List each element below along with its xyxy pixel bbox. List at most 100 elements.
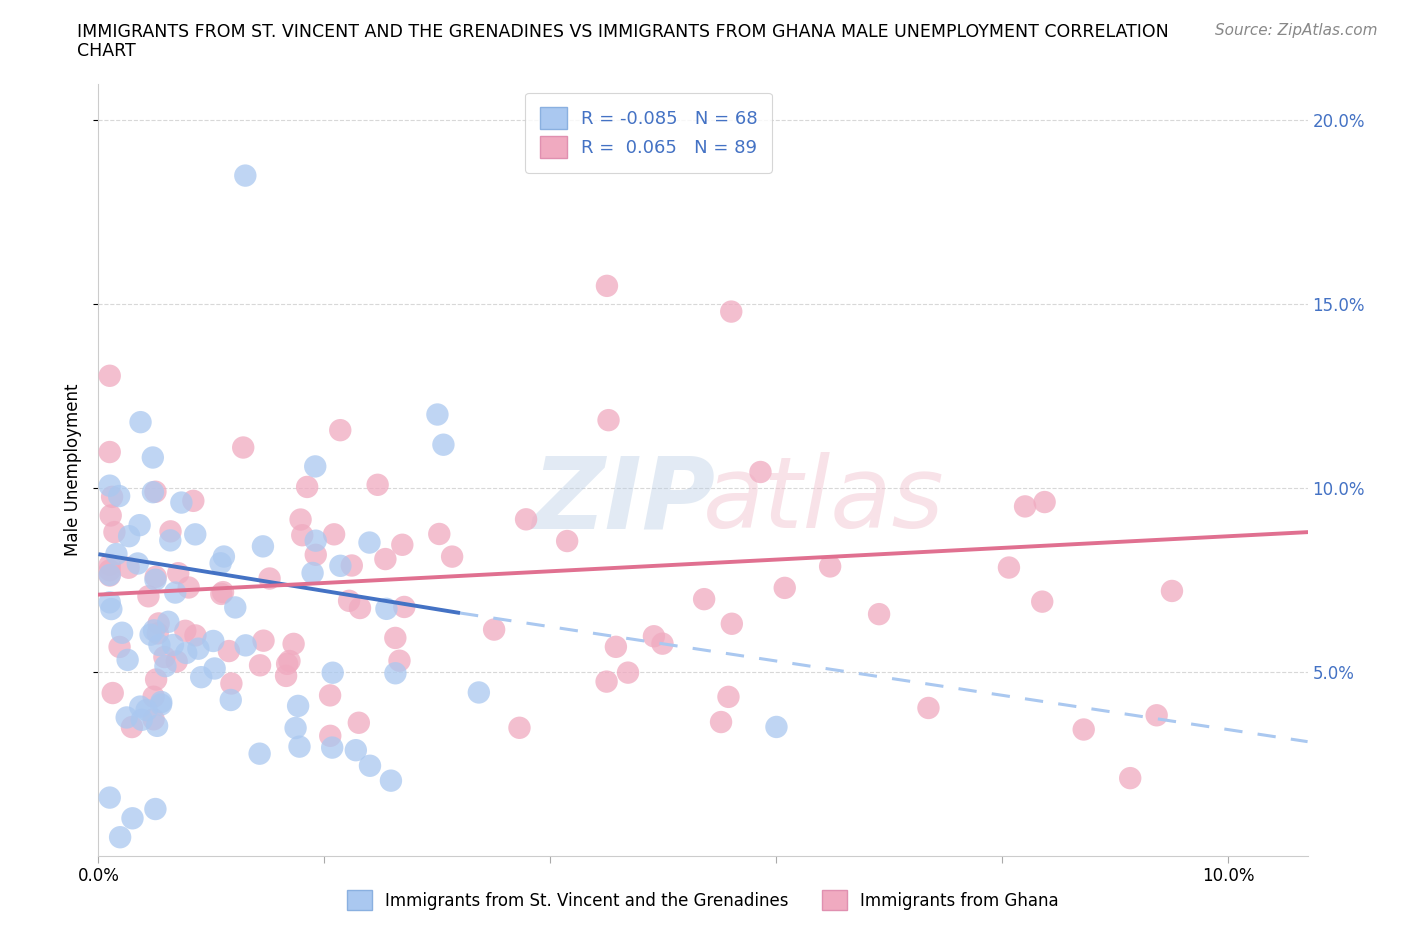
Point [98, 368, 121, 383]
Point [184, 527, 207, 542]
Point [252, 538, 274, 553]
Point [643, 629, 665, 644]
Point [165, 585, 187, 600]
Point [301, 565, 323, 580]
Point [101, 685, 124, 700]
Point [374, 551, 396, 566]
Point [391, 538, 413, 552]
Point [304, 459, 326, 474]
Point [249, 746, 271, 761]
Point [117, 560, 139, 575]
Point [305, 533, 328, 548]
Point [103, 525, 125, 539]
Point [1119, 771, 1142, 786]
Point [773, 580, 796, 595]
Point [274, 669, 297, 684]
Point [142, 689, 165, 704]
Point [426, 407, 449, 422]
Point [146, 718, 169, 733]
Point [142, 485, 165, 499]
Point [441, 550, 464, 565]
Point [174, 623, 197, 638]
Point [290, 512, 312, 527]
Point [598, 413, 620, 428]
Point [232, 440, 254, 455]
Point [157, 615, 180, 630]
Point [209, 587, 232, 602]
Point [127, 556, 149, 571]
Point [139, 627, 162, 642]
Point [917, 700, 939, 715]
Point [818, 559, 841, 574]
Point [153, 650, 176, 665]
Point [183, 494, 205, 509]
Point [166, 654, 188, 669]
Point [121, 720, 143, 735]
Point [146, 626, 169, 641]
Point [1014, 499, 1036, 514]
Point [98, 568, 121, 583]
Point [710, 714, 733, 729]
Point [284, 721, 307, 736]
Point [287, 698, 309, 713]
Point [1161, 583, 1184, 598]
Point [359, 758, 381, 773]
Point [329, 423, 352, 438]
Point [162, 638, 184, 653]
Text: IMMIGRANTS FROM ST. VINCENT AND THE GRENADINES VS IMMIGRANTS FROM GHANA MALE UNE: IMMIGRANTS FROM ST. VINCENT AND THE GREN… [77, 23, 1168, 41]
Point [720, 304, 742, 319]
Point [617, 665, 640, 680]
Point [98, 558, 121, 573]
Point [555, 534, 578, 549]
Point [190, 670, 212, 684]
Point [170, 495, 193, 510]
Point [1031, 594, 1053, 609]
Point [321, 740, 343, 755]
Point [329, 558, 352, 573]
Point [159, 533, 181, 548]
Point [142, 450, 165, 465]
Point [427, 526, 450, 541]
Point [212, 549, 235, 564]
Point [482, 622, 505, 637]
Point [100, 508, 122, 523]
Point [388, 653, 411, 668]
Point [145, 672, 167, 687]
Point [252, 633, 274, 648]
Point [202, 633, 225, 648]
Point [184, 628, 207, 643]
Point [765, 720, 787, 735]
Point [295, 480, 318, 495]
Point [118, 529, 141, 544]
Point [98, 478, 121, 493]
Point [155, 658, 177, 673]
Point [98, 790, 121, 805]
Point [129, 699, 152, 714]
Point [288, 739, 311, 754]
Text: Source: ZipAtlas.com: Source: ZipAtlas.com [1215, 23, 1378, 38]
Point [138, 589, 160, 604]
Point [337, 593, 360, 608]
Point [359, 535, 381, 550]
Text: ZIP: ZIP [533, 452, 716, 549]
Point [1146, 708, 1168, 723]
Point [515, 512, 537, 526]
Point [347, 715, 370, 730]
Point [432, 437, 454, 452]
Point [167, 565, 190, 580]
Point [319, 728, 342, 743]
Point [1073, 722, 1095, 737]
Point [209, 556, 232, 571]
Point [117, 653, 139, 668]
Point [868, 606, 890, 621]
Point [145, 485, 167, 499]
Point [749, 465, 772, 480]
Point [142, 711, 165, 726]
Point [235, 638, 257, 653]
Point [595, 674, 617, 689]
Point [204, 661, 226, 676]
Point [233, 168, 256, 183]
Point [508, 721, 530, 736]
Point [150, 698, 173, 712]
Point [384, 666, 406, 681]
